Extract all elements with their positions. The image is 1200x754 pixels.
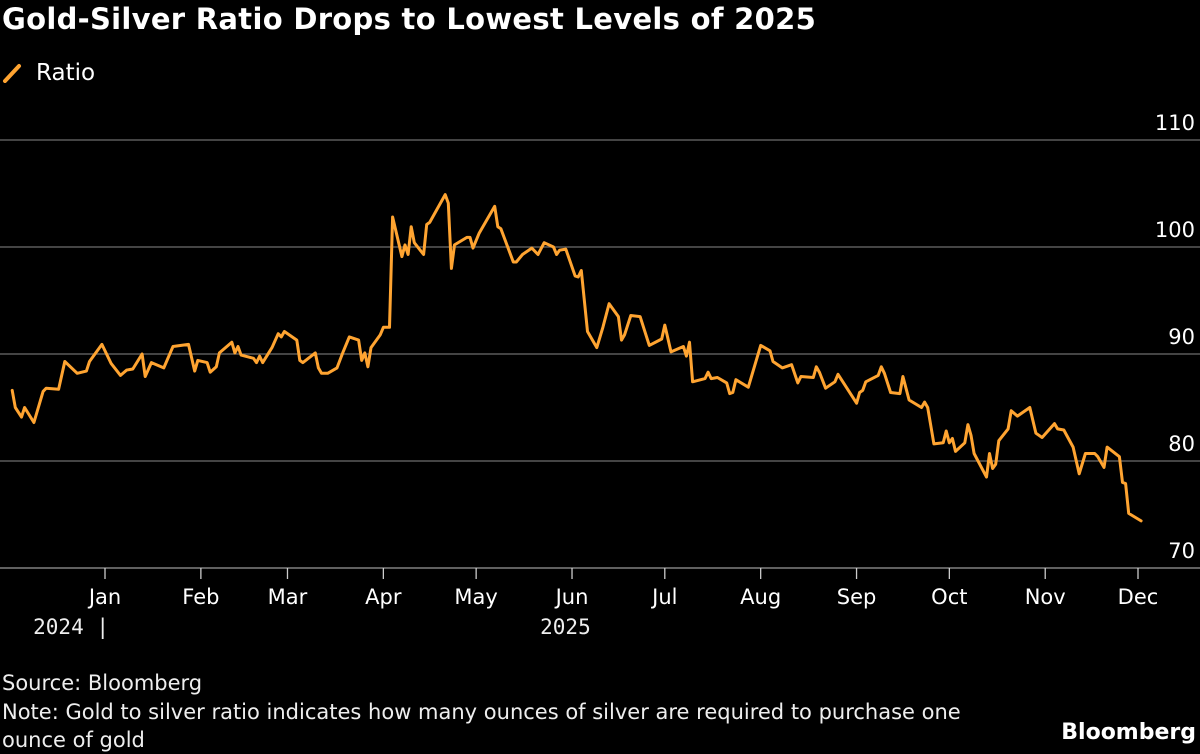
x-tick-label: May <box>454 585 497 609</box>
year-label: 2025 <box>540 615 591 639</box>
x-tick-label: Aug <box>740 585 781 609</box>
x-tick-label: Dec <box>1118 585 1159 609</box>
x-tick-label: Nov <box>1025 585 1066 609</box>
legend-label: Ratio <box>36 60 96 86</box>
x-tick-label: Jan <box>87 585 121 609</box>
bloomberg-logo: Bloomberg <box>1061 720 1196 745</box>
source-text: Source: Bloomberg <box>2 671 203 695</box>
x-tick-label: Sep <box>837 585 877 609</box>
line-chart: 110 100 90 80 70 Jan Feb Mar Apr May Jun Jul Aug Sep O… <box>0 111 1200 640</box>
series-line-ratio <box>10 193 1143 523</box>
chart-title: Gold-Silver Ratio Drops to Lowest Levels… <box>2 2 817 36</box>
note-text-continued: ounce of gold <box>2 728 145 752</box>
x-tick-label: Jun <box>554 585 589 609</box>
x-tick-label: Apr <box>365 585 402 609</box>
x-tick-label: Mar <box>268 585 308 609</box>
x-tick-label: Oct <box>931 585 967 609</box>
y-tick-label: 70 <box>1168 539 1195 563</box>
x-tick-label: Jul <box>650 585 677 609</box>
y-tick-label: 80 <box>1168 432 1195 456</box>
y-tick-label: 100 <box>1155 218 1195 242</box>
year-label: 2024 | <box>33 615 109 640</box>
note-text: Note: Gold to silver ratio indicates how… <box>2 700 961 724</box>
x-tick-label: Feb <box>182 585 219 609</box>
y-tick-label: 110 <box>1155 111 1195 135</box>
legend-swatch-icon <box>3 64 21 83</box>
legend: Ratio <box>2 60 95 86</box>
y-tick-label: 90 <box>1168 325 1195 349</box>
